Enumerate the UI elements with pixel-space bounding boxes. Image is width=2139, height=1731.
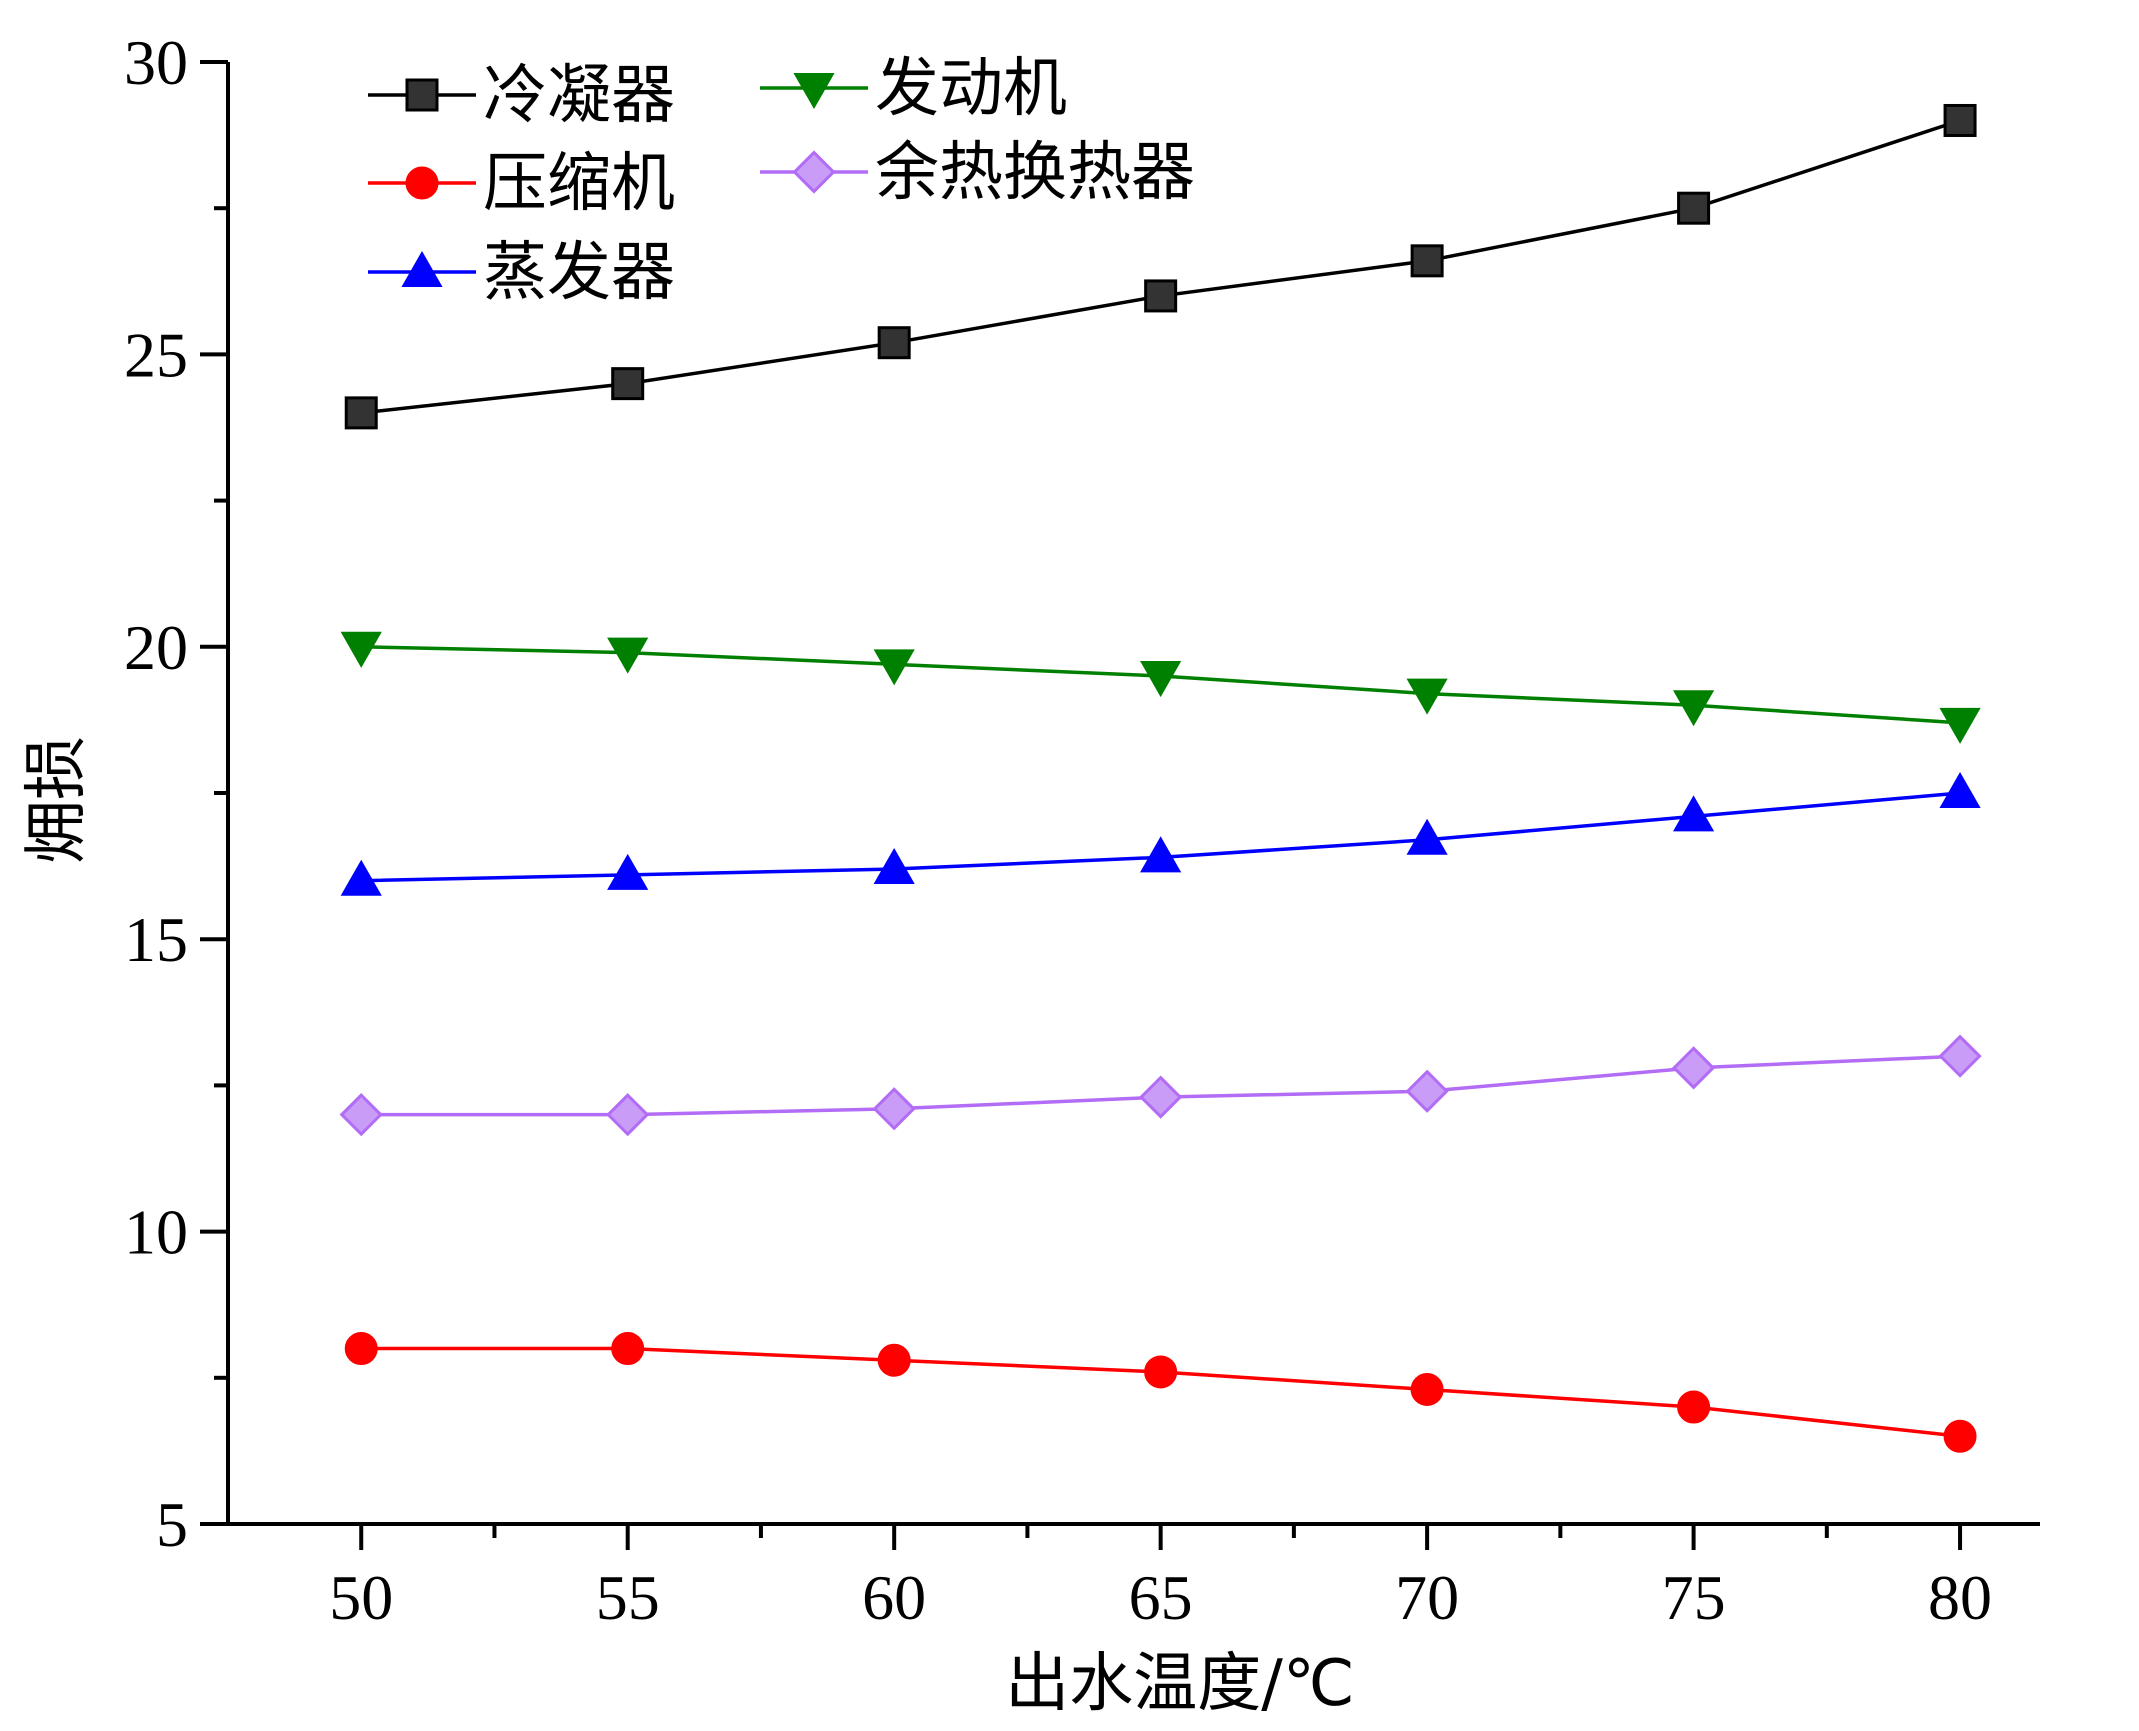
- data-point: [1939, 771, 1981, 808]
- y-tick-label: 15: [124, 904, 188, 975]
- data-point: [607, 853, 649, 890]
- data-point: [606, 1093, 650, 1137]
- data-point: [340, 631, 382, 668]
- y-axis-title: 㶲损: [20, 736, 94, 864]
- x-tick-label: 75: [1662, 1562, 1726, 1633]
- axes: 5 10 15 20 25 30 50 55 60 65 70 75 80: [124, 27, 2040, 1633]
- data-point: [877, 326, 911, 360]
- series-2: [344, 1332, 1977, 1453]
- legend-marker: [401, 250, 443, 287]
- data-point: [607, 637, 649, 674]
- data-point: [1677, 191, 1711, 225]
- legend-marker: [793, 73, 835, 110]
- series-3: [340, 771, 1981, 896]
- data-point: [1406, 678, 1448, 715]
- data-point: [339, 1093, 383, 1137]
- data-point: [1405, 1069, 1449, 1113]
- legend-label: 冷凝器: [483, 59, 675, 133]
- series-5: [339, 1034, 1982, 1137]
- data-point: [877, 1343, 911, 1377]
- data-point: [1677, 1390, 1711, 1424]
- data-point: [1406, 818, 1448, 855]
- y-tick-label: 5: [156, 1489, 188, 1560]
- legend-marker: [405, 166, 439, 200]
- data-point: [1140, 836, 1182, 873]
- legend-entry-2: 压缩机: [368, 147, 675, 221]
- data-point: [1673, 795, 1715, 832]
- series-4: [340, 631, 1981, 744]
- y-tick-label: 30: [124, 27, 188, 98]
- y-tick-label: 10: [124, 1197, 188, 1268]
- legend-entry-4: 发动机: [760, 52, 1067, 126]
- data-point: [872, 1087, 916, 1131]
- y-tick-label: 20: [124, 612, 188, 683]
- data-point: [340, 859, 382, 896]
- legend-entry-1: 冷凝器: [368, 59, 675, 133]
- data-point: [344, 1332, 378, 1366]
- data-point: [873, 848, 915, 885]
- data-point: [1938, 1034, 1982, 1078]
- data-point: [1139, 1075, 1183, 1119]
- data-point: [611, 1332, 645, 1366]
- legend-label: 余热换热器: [875, 136, 1195, 210]
- data-point: [1673, 690, 1715, 727]
- legend-marker: [405, 78, 439, 112]
- x-axis-title: 出水温度/℃: [1005, 1647, 1354, 1721]
- x-tick-label: 70: [1395, 1562, 1459, 1633]
- data-point: [1140, 661, 1182, 698]
- data-point: [1939, 707, 1981, 744]
- legend-label: 蒸发器: [483, 236, 675, 310]
- data-point: [1410, 1372, 1444, 1406]
- legend-entry-5: 余热换热器: [760, 136, 1195, 210]
- data-point: [1943, 1419, 1977, 1453]
- y-tick-label: 25: [124, 319, 188, 390]
- data-point: [1144, 1355, 1178, 1389]
- data-point: [1144, 279, 1178, 313]
- data-point: [1943, 103, 1977, 137]
- data-point: [1671, 1046, 1716, 1090]
- series-layer: [339, 103, 1982, 1453]
- legend-marker: [792, 150, 836, 194]
- legend-label: 发动机: [875, 52, 1067, 126]
- x-tick-label: 80: [1928, 1562, 1992, 1633]
- data-point: [873, 649, 915, 686]
- x-tick-label: 60: [862, 1562, 926, 1633]
- data-point: [611, 367, 645, 401]
- x-tick-label: 55: [596, 1562, 660, 1633]
- legend-label: 压缩机: [483, 147, 675, 221]
- series-1: [344, 103, 1977, 430]
- data-point: [344, 396, 378, 430]
- data-point: [1410, 244, 1444, 278]
- legend-entry-3: 蒸发器: [368, 236, 675, 310]
- x-tick-label: 50: [329, 1562, 393, 1633]
- x-tick-label: 65: [1129, 1562, 1193, 1633]
